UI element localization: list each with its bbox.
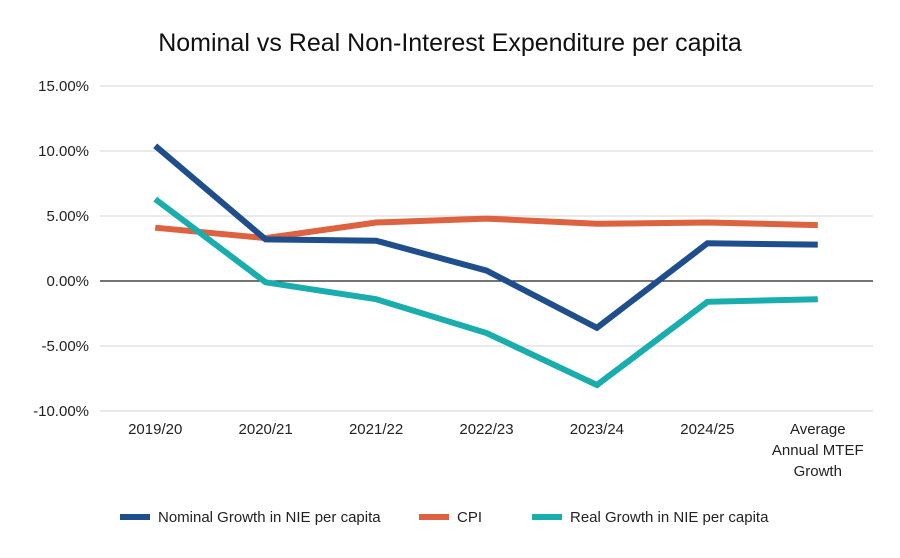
x-tick-label-line: Annual MTEF — [772, 442, 864, 459]
x-tick-label-line: 2024/25 — [680, 421, 734, 438]
y-tick-label: 5.00% — [46, 208, 89, 225]
y-tick-label: 15.00% — [38, 78, 89, 95]
x-tick-label-line: 2021/22 — [349, 421, 403, 438]
x-tick-label: 2019/20 — [128, 421, 182, 438]
x-tick-label: 2022/23 — [459, 421, 513, 438]
x-tick-label: 2021/22 — [349, 421, 403, 438]
y-tick-label: -5.00% — [41, 338, 89, 355]
x-tick-label-line: 2020/21 — [239, 421, 293, 438]
series-lines — [153, 143, 818, 389]
x-tick-label: 2020/21 — [239, 421, 293, 438]
legend-label: Nominal Growth in NIE per capita — [158, 509, 381, 526]
y-tick-label: 0.00% — [46, 273, 89, 290]
y-tick-label: -10.00% — [33, 403, 89, 420]
x-tick-label: Average Annual MTEF Growth — [772, 421, 864, 480]
y-tick-label: 10.00% — [38, 143, 89, 160]
y-axis-ticks: 15.00% 10.00% 5.00% 0.00% -5.00% -10.00% — [33, 78, 89, 420]
x-tick-label-line: Average — [790, 421, 846, 438]
x-tick-label: 2023/24 — [570, 421, 624, 438]
legend-label: Real Growth in NIE per capita — [570, 509, 769, 526]
x-axis-ticks: 2019/20 2020/21 2021/22 2022/23 2023/24 2024/… — [128, 421, 864, 480]
chart-title: Nominal vs Real Non-Interest Expenditure… — [158, 29, 742, 57]
x-tick-label-line: 2022/23 — [459, 421, 513, 438]
legend: Nominal Growth in NIE per capita CPI Real … — [120, 509, 769, 526]
x-tick-label-line: 2023/24 — [570, 421, 624, 438]
x-tick-label-line: 2019/20 — [128, 421, 182, 438]
legend-label: CPI — [457, 509, 482, 526]
x-tick-label: 2024/25 — [680, 421, 734, 438]
x-tick-label-line: Growth — [794, 463, 842, 480]
